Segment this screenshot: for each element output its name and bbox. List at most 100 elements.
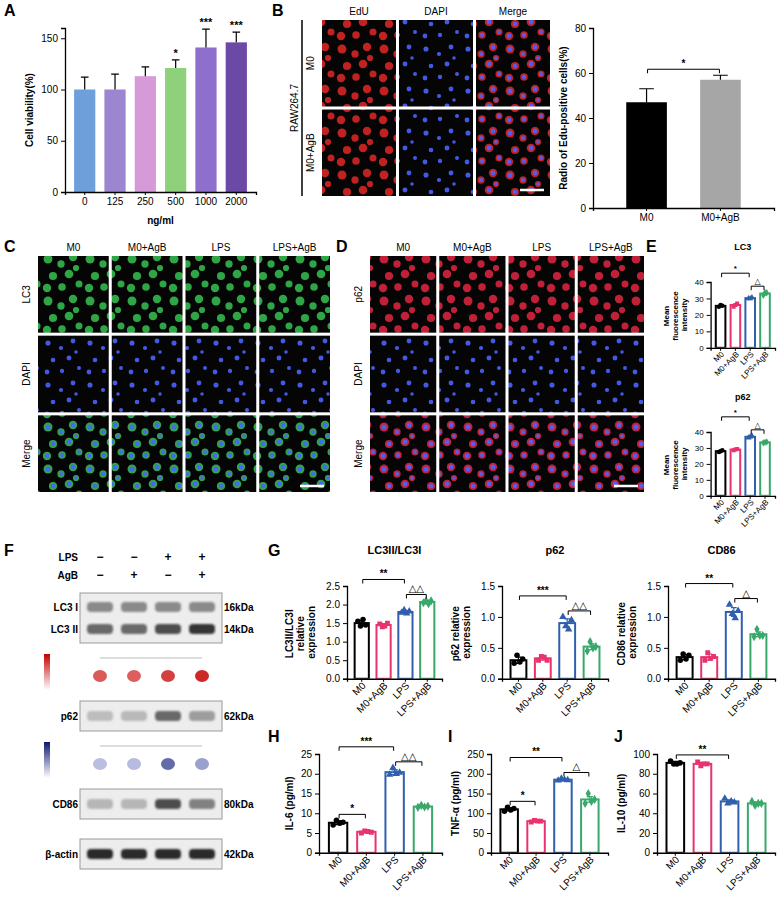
y-tick: 1.0 — [481, 612, 502, 623]
y-tick-mark — [664, 648, 668, 649]
plot-area — [511, 613, 600, 679]
micrograph — [259, 415, 330, 492]
row-header: LC3 — [21, 285, 32, 304]
blot-band — [155, 624, 181, 634]
y-tick-mark — [589, 28, 593, 29]
condition-sign: + — [198, 550, 205, 564]
x-axis-line — [492, 853, 609, 856]
panel-letter: G — [268, 542, 280, 559]
significance-label: * — [350, 803, 354, 814]
micrograph — [476, 110, 550, 197]
data-point — [705, 761, 710, 766]
significance-label: △ — [755, 277, 762, 286]
x-tick-label: M0+AgB — [713, 498, 741, 526]
y-tick: 30 — [695, 444, 711, 453]
significance-bracket — [722, 417, 750, 421]
scale-bar — [300, 485, 324, 488]
x-tick-mark — [720, 208, 721, 211]
micrograph — [38, 336, 109, 413]
y-axis-title-line: expression — [461, 606, 472, 659]
y-tick-label: 0 — [644, 847, 650, 858]
x-tick-label: LPS — [380, 854, 401, 875]
y-tick: 25 — [301, 749, 319, 760]
data-point — [358, 623, 364, 629]
micrograph — [476, 20, 550, 107]
micrograph — [509, 415, 575, 492]
bar — [500, 809, 517, 852]
bar — [731, 450, 741, 496]
x-tick-label: 250 — [137, 196, 154, 207]
x-tick: M0 — [507, 679, 525, 698]
data-point — [511, 661, 517, 667]
data-point — [731, 798, 738, 804]
data-point — [340, 820, 346, 826]
data-point — [702, 658, 707, 663]
y-tick-mark — [653, 853, 657, 854]
data-point — [749, 294, 755, 299]
micrograph — [38, 415, 109, 492]
data-point — [732, 614, 739, 620]
x-tick: 1000 — [195, 192, 218, 207]
plot-area — [74, 29, 247, 192]
y-tick-mark — [487, 833, 491, 834]
x-tick-label: M0+AgB — [680, 680, 715, 715]
data-point — [720, 304, 725, 309]
x-tick-mark — [646, 208, 647, 211]
y-tick-mark — [343, 660, 347, 661]
y-tick-label: 200 — [467, 768, 484, 779]
y-tick-label: 1.5 — [326, 618, 340, 629]
band-label: LC3 I — [54, 602, 79, 613]
panel-letter: I — [448, 728, 452, 745]
bar — [329, 823, 347, 853]
bar — [511, 660, 527, 679]
blot-band — [155, 799, 181, 809]
y-tick-label: 0.5 — [326, 655, 340, 666]
y-tick-label: 1.0 — [481, 612, 495, 623]
data-point — [765, 438, 769, 445]
y-tick-mark — [653, 754, 657, 755]
y-tick-mark — [707, 432, 711, 433]
y-tick-mark — [343, 642, 347, 643]
y-axis-title-line: IL-10 (pg/ml) — [616, 774, 627, 833]
blot-band — [189, 799, 215, 809]
y-tick-label: 1.5 — [481, 581, 495, 592]
y-axis-title: IL-6 (pg/ml) — [284, 776, 295, 830]
x-tick-label: LPS — [719, 680, 740, 701]
blot-band — [87, 602, 113, 612]
blot-band — [121, 602, 147, 612]
micrograph — [370, 256, 436, 333]
y-tick-label: 1.0 — [647, 612, 661, 623]
intensity-scale — [44, 654, 50, 690]
x-tick: 500 — [167, 192, 184, 207]
x-axis: M0M0+AgBLPSLPS+AgB — [658, 853, 776, 893]
x-axis-line — [711, 496, 775, 499]
y-tick-label: 25 — [301, 749, 313, 760]
data-point — [749, 432, 755, 437]
micrograph — [38, 256, 109, 333]
bar — [731, 305, 741, 348]
significance-bracket — [564, 772, 589, 776]
error-bar — [111, 74, 119, 89]
bar — [726, 612, 742, 679]
blot-band — [121, 799, 147, 809]
micrograph — [322, 20, 396, 107]
western-blot: LPS−−++AgB−+−+LC3 I16kDaLC3 II14kDap6262… — [44, 550, 254, 869]
data-point — [586, 789, 591, 798]
bar — [398, 612, 412, 679]
y-tick-mark — [664, 679, 668, 680]
x-tick: 2000 — [225, 192, 248, 207]
y-tick-label: 30 — [695, 295, 704, 304]
x-tick-label: 2000 — [225, 196, 248, 207]
panel-letter: J — [614, 728, 623, 745]
x-tick-label: LPS+AgB — [557, 854, 596, 893]
y-tick-mark — [707, 298, 711, 299]
x-tick-mark — [115, 192, 116, 195]
significance-bracket — [751, 430, 764, 434]
y-axis-title-line: fluorescence — [671, 438, 680, 490]
significance-bracket — [510, 757, 562, 761]
error-bar — [202, 29, 210, 47]
chart-title: p62 — [546, 544, 565, 556]
data-point — [754, 625, 759, 634]
significance-label: *** — [361, 736, 373, 747]
bar — [195, 47, 216, 192]
